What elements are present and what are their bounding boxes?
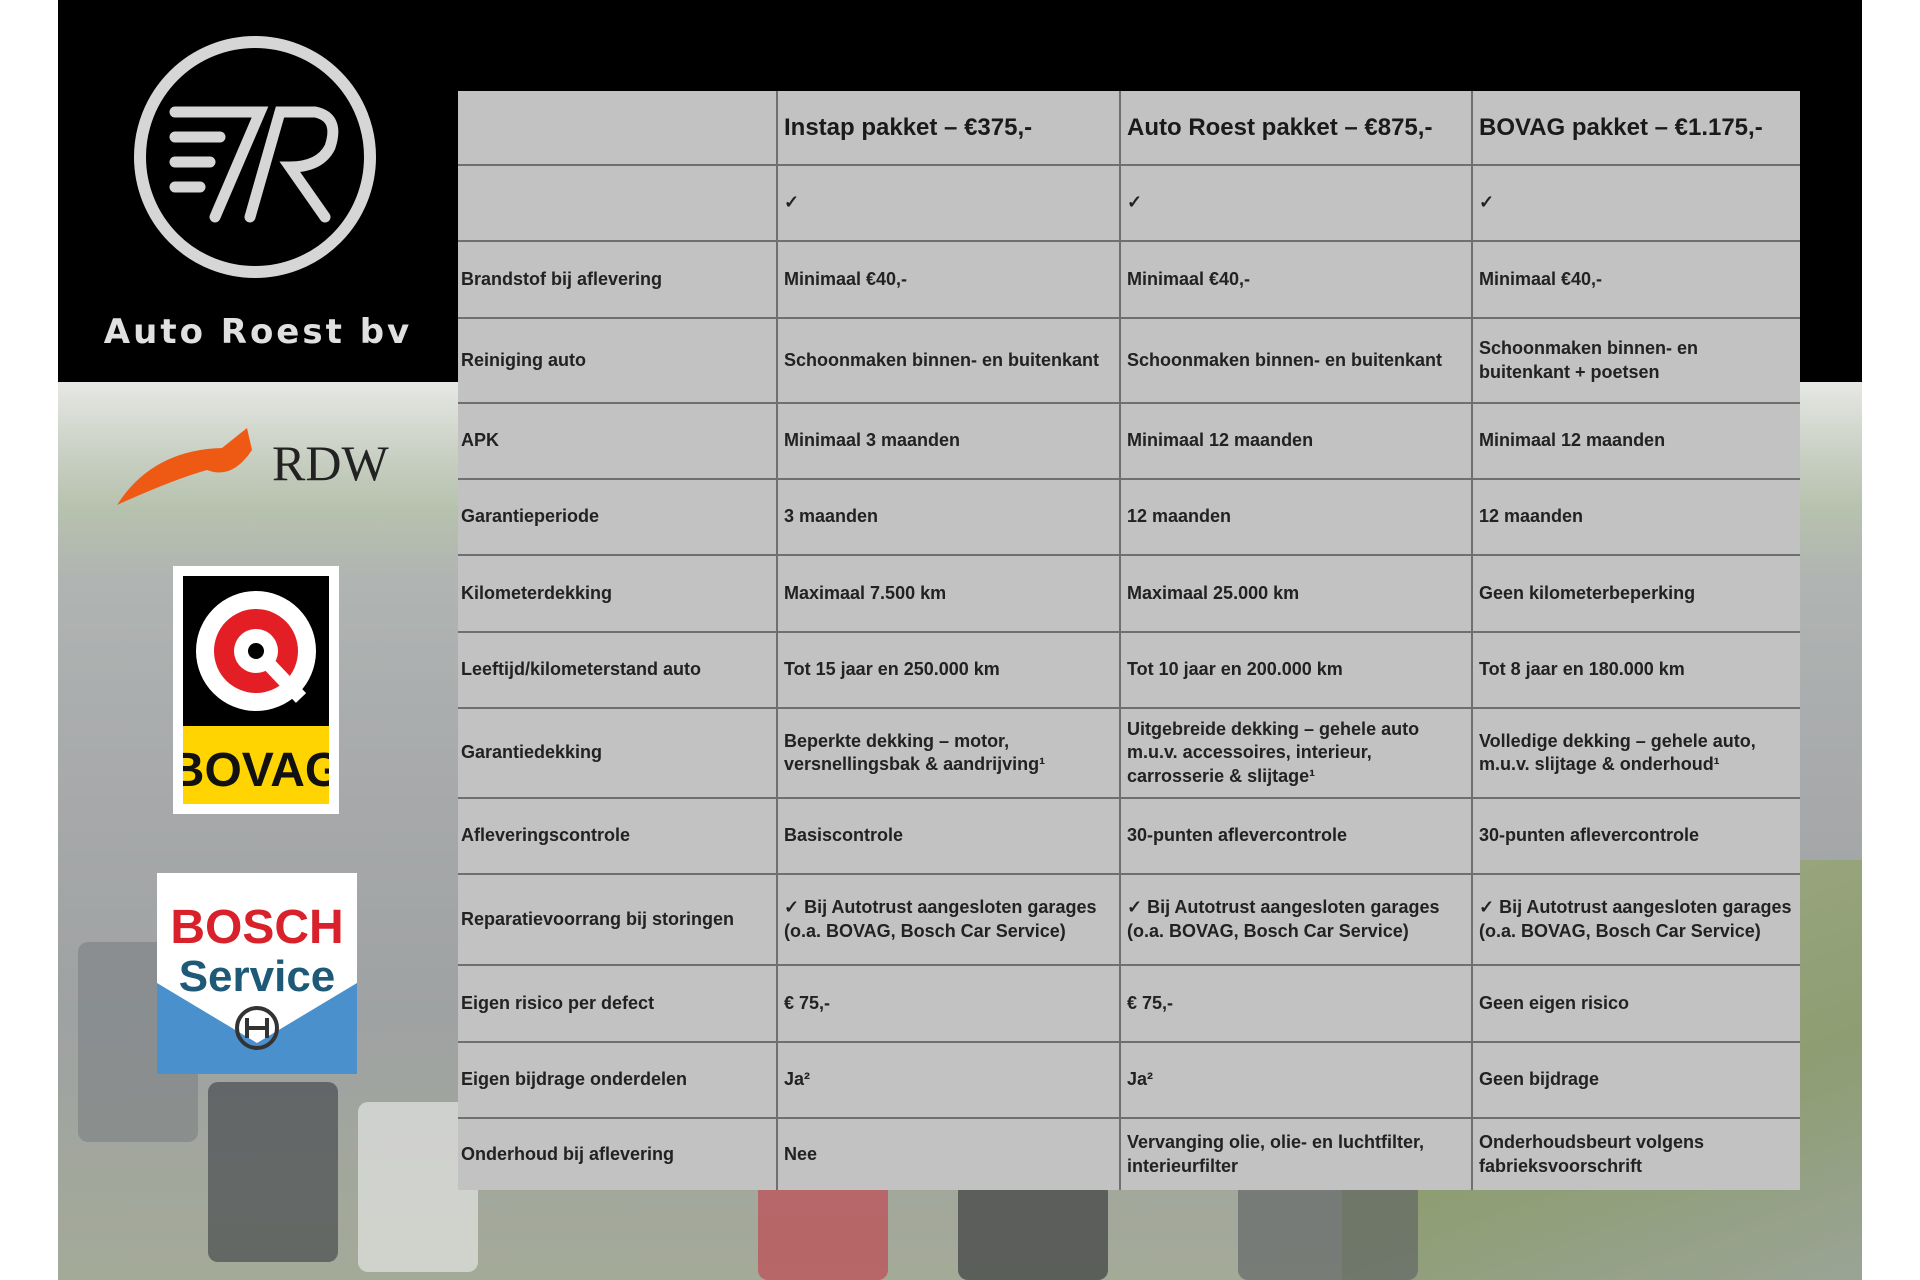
package-comparison-table: Instap pakket – €375,- Auto Roest pakket … — [458, 91, 1800, 1190]
row-label — [458, 91, 778, 166]
cell: Vervanging olie, olie- en luchtfilter, i… — [1120, 1117, 1473, 1190]
table-row: Kilometerdekking Maximaal 7.500 km Maximaa… — [458, 554, 1800, 633]
table-row: Eigen risico per defect € 75,- € 75,- Geen … — [458, 964, 1800, 1043]
table-row: Garantiedekking Beperkte dekking – motor,… — [458, 707, 1800, 799]
cell: Uitgebreide dekking – gehele auto m.u.v.… — [1120, 707, 1473, 799]
cell: ✓ Bij Autotrust aangesloten garages (o.a… — [1472, 873, 1800, 966]
cell: Auto Roest pakket – €875,- — [1120, 91, 1473, 166]
cell: 12 maanden — [1472, 478, 1800, 556]
row-label: APK — [458, 402, 778, 480]
svg-text:Service: Service — [179, 952, 336, 1001]
cell: Geen bijdrage — [1472, 1041, 1800, 1119]
bosch-service-logo-icon: BOSCH Service — [157, 873, 357, 1074]
cell: Tot 10 jaar en 200.000 km — [1120, 631, 1473, 709]
table-row: Eigen bijdrage onderdelen Ja² Ja² Geen bijd… — [458, 1041, 1800, 1119]
cell: Minimaal €40,- — [1120, 240, 1473, 319]
cell: Geen eigen risico — [1472, 964, 1800, 1043]
table-row: Reparatievoorrang bij storingen ✓ Bij Aut… — [458, 873, 1800, 966]
cell: Geen kilometerbeperking — [1472, 554, 1800, 633]
cell: Maximaal 25.000 km — [1120, 554, 1473, 633]
cell: Onderhoudsbeurt volgens fabrieksvoorschr… — [1472, 1117, 1800, 1190]
cell: ✓ Bij Autotrust aangesloten garages (o.a… — [777, 873, 1121, 966]
cell: € 75,- — [1120, 964, 1473, 1043]
row-label: Onderhoud bij aflevering — [458, 1117, 778, 1190]
cell: Nee — [777, 1117, 1121, 1190]
table-row: APK Minimaal 3 maanden Minimaal 12 maanden… — [458, 402, 1800, 480]
cell: Maximaal 7.500 km — [777, 554, 1121, 633]
cell: Tot 8 jaar en 180.000 km — [1472, 631, 1800, 709]
cell: Minimaal 12 maanden — [1472, 402, 1800, 480]
row-label: Reparatievoorrang bij storingen — [458, 873, 778, 966]
row-label — [458, 164, 778, 242]
row-label: Kilometerdekking — [458, 554, 778, 633]
table-row: Leeftijd/kilometerstand auto Tot 15 jaar … — [458, 631, 1800, 709]
rdw-logo-icon: RDW — [117, 428, 389, 505]
cell: Instap pakket – €375,- — [777, 91, 1121, 166]
cell: Beperkte dekking – motor, versnellingsba… — [777, 707, 1121, 799]
cell: Tot 15 jaar en 250.000 km — [777, 631, 1121, 709]
brand-name: Auto Roest bv — [103, 312, 413, 352]
cell: ✓ — [1472, 164, 1800, 242]
cell: 30-punten aflevercontrole — [1472, 797, 1800, 875]
row-label: Afleveringscontrole — [458, 797, 778, 875]
cell: ✓ — [777, 164, 1121, 242]
table-row: Brandstof bij aflevering Minimaal €40,- Mi… — [458, 240, 1800, 319]
table-row: Afleveringscontrole Basiscontrole 30-punte… — [458, 797, 1800, 875]
cell: Minimaal 12 maanden — [1120, 402, 1473, 480]
cell: BOVAG pakket – €1.175,- — [1472, 91, 1800, 166]
cell: Basiscontrole — [777, 797, 1121, 875]
cell: Schoonmaken binnen- en buitenkant + poet… — [1472, 317, 1800, 404]
svg-text:BOSCH: BOSCH — [170, 901, 343, 954]
table-row: Reiniging auto Schoonmaken binnen- en bui… — [458, 317, 1800, 404]
cell: ✓ Bij Autotrust aangesloten garages (o.a… — [1120, 873, 1473, 966]
table-row: Onderhoud bij aflevering Nee Vervanging ol… — [458, 1117, 1800, 1190]
table-header-row: Instap pakket – €375,- Auto Roest pakket … — [458, 91, 1800, 166]
cell: Minimaal 3 maanden — [777, 402, 1121, 480]
row-label: Garantiedekking — [458, 707, 778, 799]
svg-text:RDW: RDW — [272, 435, 389, 491]
row-label: Eigen bijdrage onderdelen — [458, 1041, 778, 1119]
table-row: Garantieperiode 3 maanden 12 maanden 12 maa… — [458, 478, 1800, 556]
cell: € 75,- — [777, 964, 1121, 1043]
cell: Minimaal €40,- — [1472, 240, 1800, 319]
cell: Ja² — [777, 1041, 1121, 1119]
bovag-logo: BOVAG — [170, 566, 342, 814]
cell: 3 maanden — [777, 478, 1121, 556]
row-label: Eigen risico per defect — [458, 964, 778, 1043]
row-label: Garantieperiode — [458, 478, 778, 556]
cell: Volledige dekking – gehele auto, m.u.v. … — [1472, 707, 1800, 799]
cell: Ja² — [1120, 1041, 1473, 1119]
cell: Minimaal €40,- — [777, 240, 1121, 319]
cell: Schoonmaken binnen- en buitenkant — [777, 317, 1121, 404]
row-label: Brandstof bij aflevering — [458, 240, 778, 319]
table-row: ✓ ✓ ✓ — [458, 164, 1800, 242]
cell: Schoonmaken binnen- en buitenkant — [1120, 317, 1473, 404]
cell: ✓ — [1120, 164, 1473, 242]
cell: 30-punten aflevercontrole — [1120, 797, 1473, 875]
row-label: Leeftijd/kilometerstand auto — [458, 631, 778, 709]
row-label: Reiniging auto — [458, 317, 778, 404]
cell: 12 maanden — [1120, 478, 1473, 556]
auto-roest-logo-icon — [134, 36, 376, 278]
svg-text:BOVAG: BOVAG — [183, 744, 329, 797]
